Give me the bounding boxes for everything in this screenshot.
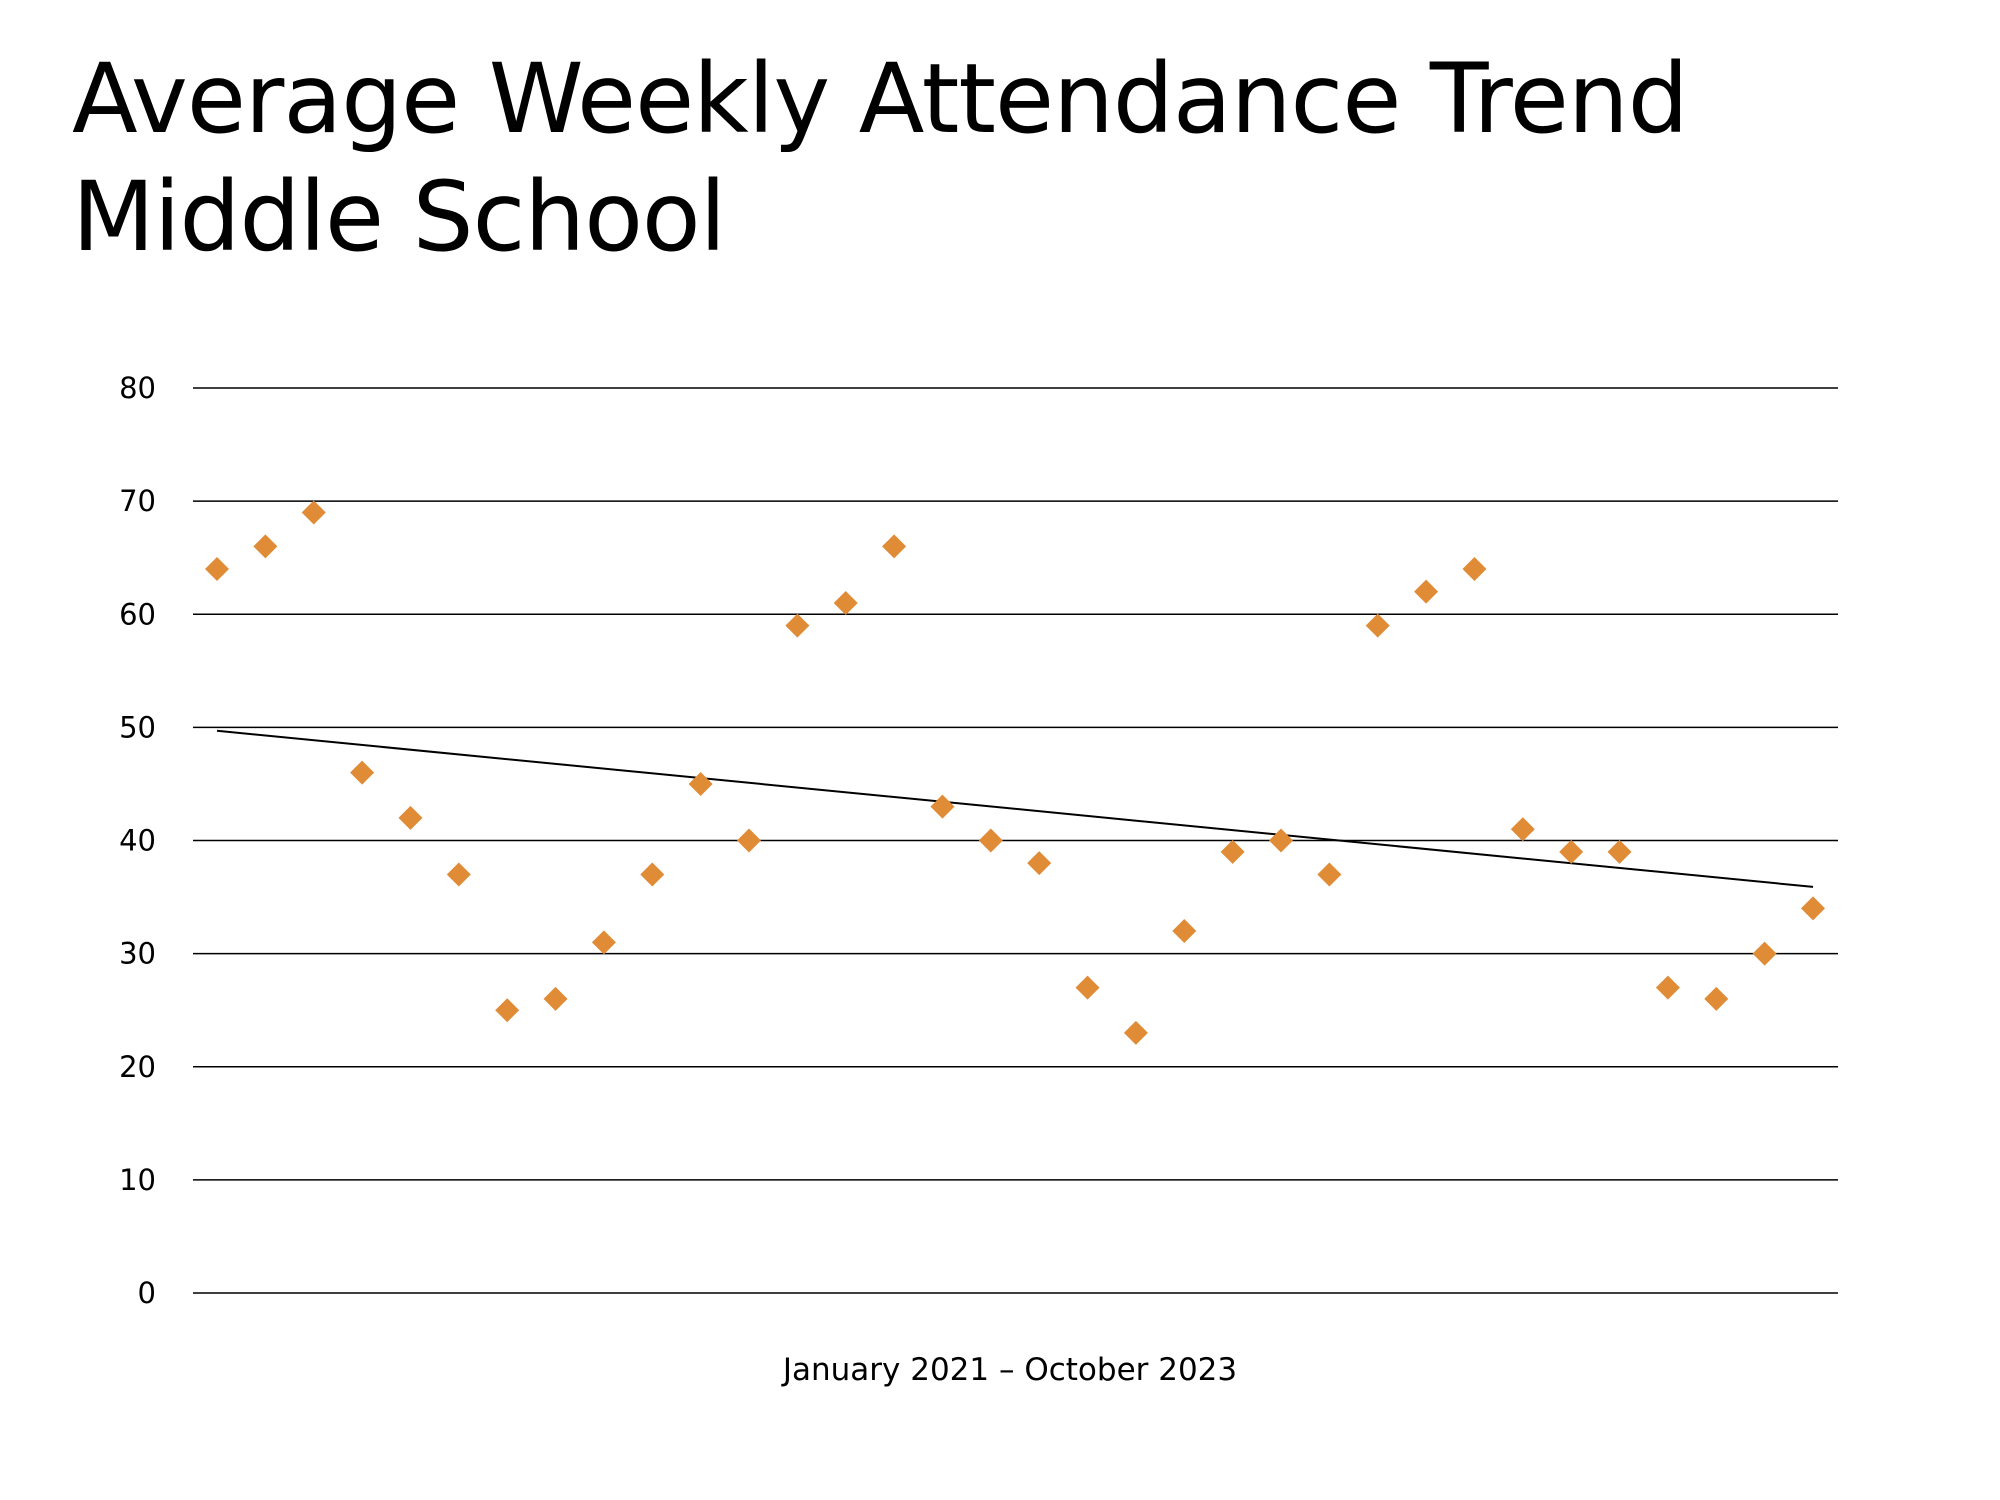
data-points — [205, 500, 1825, 1045]
data-point — [978, 828, 1003, 853]
data-point — [1317, 862, 1342, 887]
data-point — [785, 613, 810, 638]
data-point — [1172, 919, 1197, 943]
data-point — [930, 794, 955, 819]
data-point — [1801, 896, 1825, 921]
data-point — [301, 500, 326, 525]
data-point — [350, 760, 375, 785]
data-point — [1414, 579, 1439, 604]
data-point — [1365, 613, 1390, 638]
data-point — [882, 534, 907, 559]
data-point — [1220, 839, 1245, 864]
data-point — [1704, 986, 1729, 1011]
data-point — [640, 862, 665, 887]
data-point — [205, 557, 229, 581]
data-point — [737, 828, 761, 853]
data-point — [591, 930, 616, 955]
y-tick-label: 40 — [119, 824, 156, 858]
data-point — [1027, 851, 1052, 876]
data-point — [1123, 1020, 1148, 1045]
data-point — [833, 590, 858, 615]
data-point — [398, 805, 423, 830]
data-point — [446, 862, 471, 887]
title-line-2: Middle School — [72, 161, 726, 273]
trendline-layer — [216, 729, 1814, 888]
y-tick-label: 30 — [119, 937, 156, 971]
data-point — [543, 986, 568, 1011]
y-tick-label: 20 — [119, 1050, 156, 1084]
data-point — [1655, 975, 1680, 1000]
y-axis-tick-labels: 0 10 20 30 40 50 60 70 80 — [119, 371, 156, 1310]
linear-trendline — [216, 729, 1814, 888]
title-line-1: Average Weekly Attendance Trend — [72, 43, 1689, 155]
data-point — [1075, 975, 1100, 1000]
y-tick-label: 0 — [138, 1276, 156, 1310]
x-axis-label: January 2021 – October 2023 — [781, 1352, 1237, 1388]
data-point — [1607, 839, 1632, 864]
data-point — [688, 771, 713, 796]
data-point — [495, 998, 520, 1023]
data-point — [1462, 557, 1487, 581]
y-tick-label: 50 — [119, 710, 156, 744]
gridlines — [193, 387, 1838, 1294]
data-point — [1752, 941, 1777, 966]
y-tick-label: 10 — [119, 1163, 156, 1197]
data-point — [1559, 839, 1584, 864]
y-tick-label: 80 — [119, 371, 156, 405]
data-point — [1510, 817, 1535, 842]
data-point — [1269, 828, 1293, 853]
y-tick-label: 70 — [119, 484, 156, 518]
y-tick-label: 60 — [119, 597, 156, 631]
data-point — [253, 534, 278, 559]
slide-title: Average Weekly Attendance Trend Middle S… — [72, 40, 1689, 276]
